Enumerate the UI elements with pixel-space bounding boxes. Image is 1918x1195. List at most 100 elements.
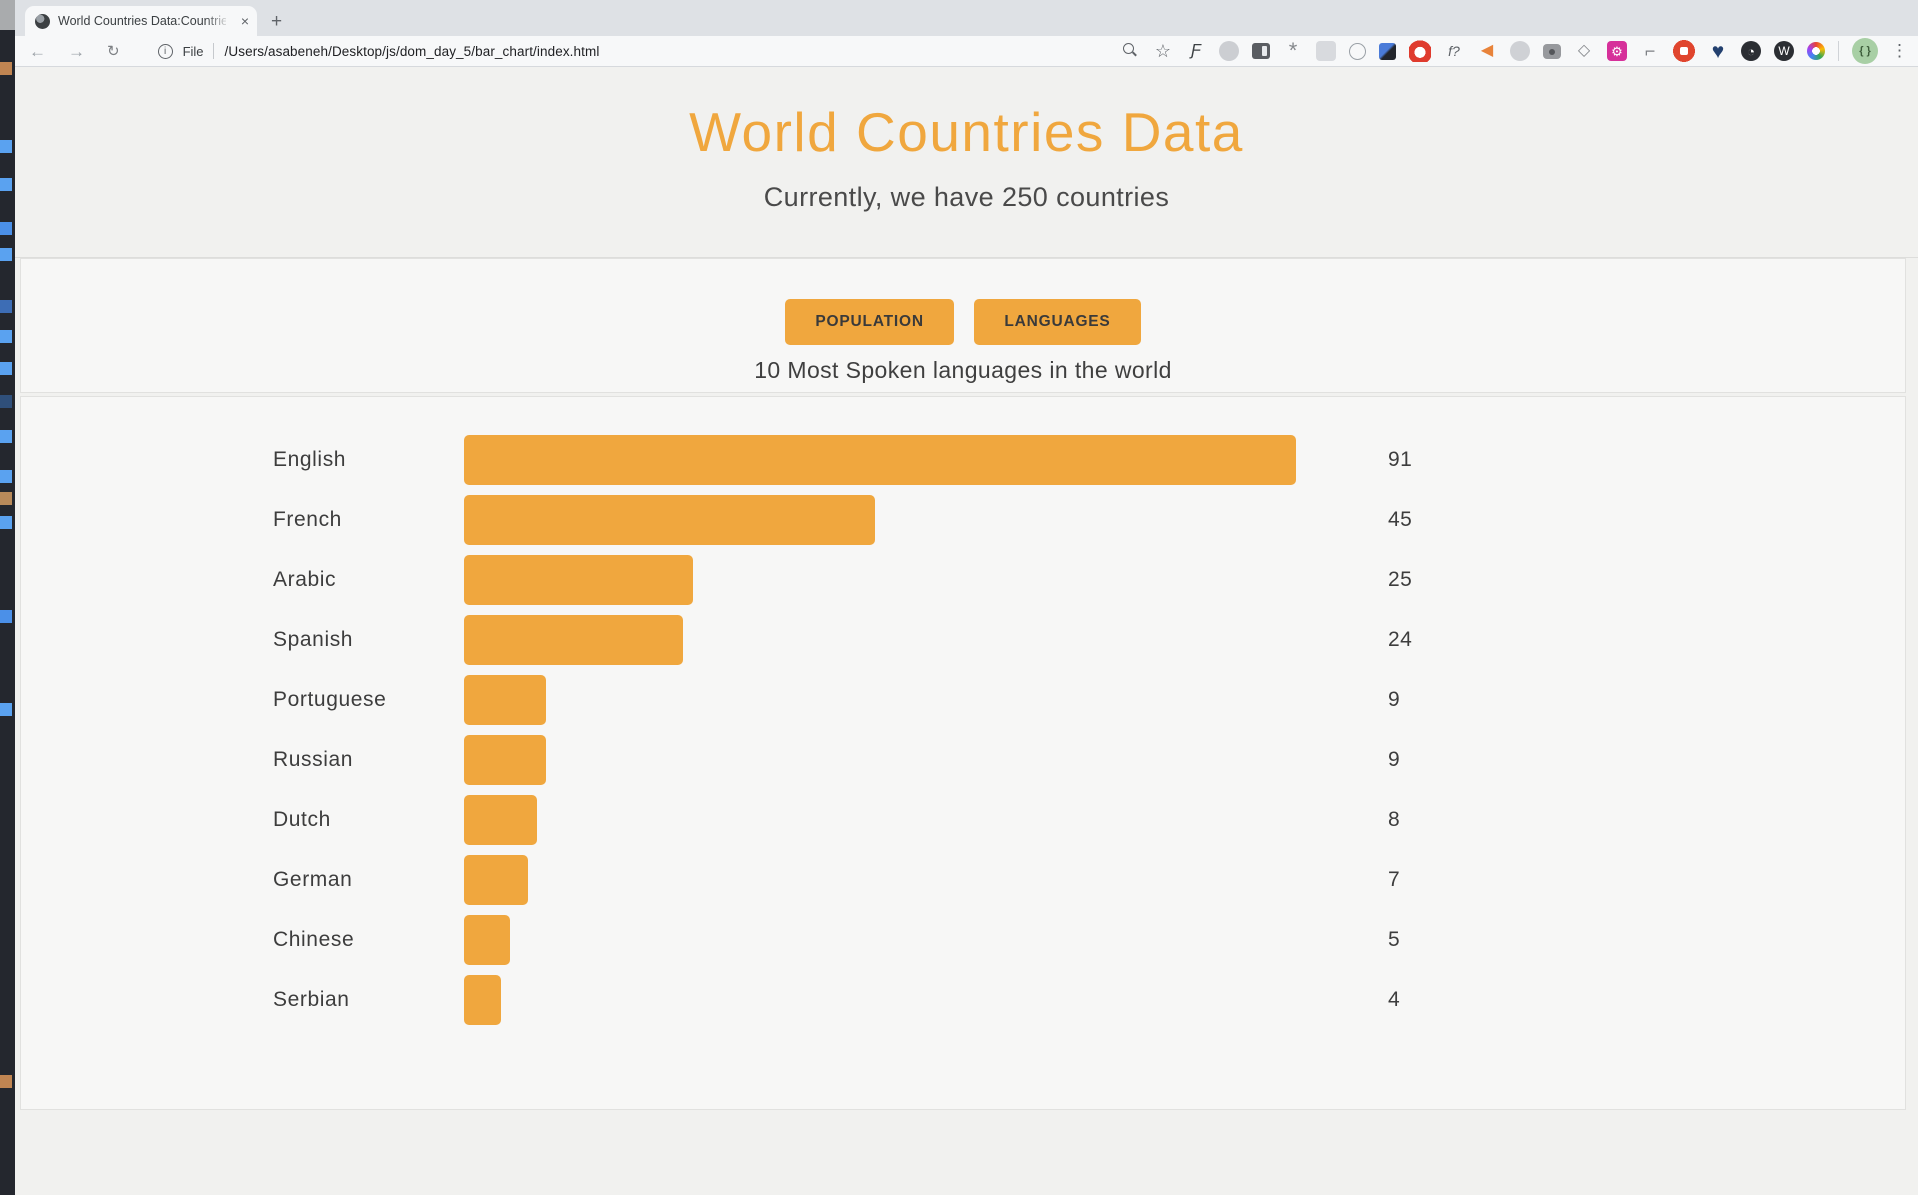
page-title: World Countries Data bbox=[689, 101, 1244, 163]
bar-label: Arabic bbox=[273, 568, 337, 591]
bar bbox=[464, 735, 547, 785]
sliver-block bbox=[0, 516, 12, 529]
bar-track bbox=[464, 855, 1296, 905]
ext-color-ring-icon[interactable] bbox=[1807, 42, 1825, 60]
ext-pipe-icon[interactable]: ⌐ bbox=[1644, 41, 1656, 61]
menu-kebab-icon[interactable]: ⋮ bbox=[1891, 41, 1908, 60]
bar-value: 91 bbox=[1388, 448, 1413, 471]
reload-icon[interactable]: ↻ bbox=[107, 42, 120, 60]
ext-cursive-f-icon[interactable]: Ƒ bbox=[1191, 42, 1201, 59]
bar-track bbox=[464, 435, 1296, 485]
chart-row: Chinese 5 bbox=[273, 915, 1905, 965]
bar bbox=[464, 555, 693, 605]
address-bar[interactable]: /Users/asabeneh/Desktop/js/dom_day_5/bar… bbox=[224, 43, 600, 59]
ext-pocket-icon[interactable] bbox=[1673, 40, 1695, 62]
controls-card: POPULATION LANGUAGES 10 Most Spoken lang… bbox=[20, 258, 1906, 393]
bar-track bbox=[464, 615, 1296, 665]
chart-row: Arabic 25 bbox=[273, 555, 1905, 605]
bar-track bbox=[464, 675, 1296, 725]
page-zoom-icon[interactable] bbox=[1120, 41, 1140, 61]
bar-value: 25 bbox=[1388, 568, 1413, 591]
ext-camera-icon[interactable] bbox=[1543, 43, 1561, 59]
bar bbox=[464, 855, 528, 905]
sliver-block bbox=[0, 430, 12, 443]
chart-row: Portuguese 9 bbox=[273, 675, 1905, 725]
bar-value: 7 bbox=[1388, 868, 1401, 891]
forward-icon[interactable]: → bbox=[68, 41, 85, 61]
profile-avatar[interactable]: { } bbox=[1852, 38, 1878, 64]
chart-row: English 91 bbox=[273, 435, 1905, 485]
ext-fq-icon[interactable]: f? bbox=[1448, 43, 1460, 59]
population-button[interactable]: POPULATION bbox=[785, 299, 954, 345]
sliver-block bbox=[0, 703, 12, 716]
ext-faded-circle-icon[interactable] bbox=[1219, 41, 1239, 61]
sliver-block bbox=[0, 140, 12, 153]
ext-w-circle-icon[interactable]: W bbox=[1774, 41, 1794, 61]
bar-label: Serbian bbox=[273, 988, 350, 1011]
bar-track bbox=[464, 915, 1296, 965]
bar-label: Spanish bbox=[273, 628, 354, 651]
background-window-sliver bbox=[0, 0, 15, 1195]
bookmark-star-icon[interactable]: ☆ bbox=[1154, 41, 1172, 61]
bar-value: 5 bbox=[1388, 928, 1401, 951]
bar-label: French bbox=[273, 508, 342, 531]
chart-row: Spanish 24 bbox=[273, 615, 1905, 665]
bar-chart: English 91 French 45 Arabic 25 Spanish 24 Portug… bbox=[273, 435, 1905, 1025]
page-subtitle: Currently, we have 250 countries bbox=[763, 182, 1170, 212]
bar bbox=[464, 975, 501, 1025]
sliver-block bbox=[0, 330, 12, 343]
bar-value: 8 bbox=[1388, 808, 1401, 831]
bar-label: German bbox=[273, 868, 353, 891]
bar-value: 9 bbox=[1388, 748, 1401, 771]
bar bbox=[464, 675, 547, 725]
new-tab-icon[interactable]: + bbox=[271, 11, 283, 32]
bar-track bbox=[464, 735, 1296, 785]
site-info-icon[interactable]: i bbox=[157, 43, 173, 59]
ext-megaphone-icon[interactable]: ◀ bbox=[1480, 42, 1494, 59]
bar-label: Chinese bbox=[273, 928, 355, 951]
profile-area: { } ⋮ bbox=[1838, 38, 1908, 64]
ext-sidebar-icon[interactable] bbox=[1252, 43, 1270, 59]
bar-value: 45 bbox=[1388, 508, 1413, 531]
chart-row: Russian 9 bbox=[273, 735, 1905, 785]
page-viewport: World Countries Data Currently, we have … bbox=[15, 68, 1918, 1195]
close-tab-icon[interactable]: × bbox=[240, 13, 249, 29]
browser-tab[interactable]: World Countries Data:Countrie × bbox=[25, 6, 257, 36]
languages-button[interactable]: LANGUAGES bbox=[974, 299, 1141, 345]
ext-dots-circle-icon[interactable] bbox=[1349, 42, 1366, 60]
chart-heading: 10 Most Spoken languages in the world bbox=[754, 357, 1172, 383]
ext-clock-circle-icon[interactable]: ◔ bbox=[1741, 41, 1761, 61]
ext-gear-square-icon[interactable]: ⚙ bbox=[1607, 41, 1627, 61]
url-divider bbox=[212, 43, 214, 59]
ext-stop-hand-icon[interactable] bbox=[1409, 40, 1431, 62]
sliver-block bbox=[0, 300, 12, 313]
chart-row: French 45 bbox=[273, 495, 1905, 545]
bar-label: English bbox=[273, 448, 347, 471]
bar-track bbox=[464, 975, 1296, 1025]
extension-icons: ☆ Ƒ * f? ◀ ◇ ⚙ ⌐ ♥ ◔ W bbox=[1120, 40, 1825, 62]
browser-chrome: World Countries Data:Countrie × + ← → ↻ … bbox=[15, 0, 1918, 67]
bar bbox=[464, 915, 510, 965]
globe-favicon-icon bbox=[35, 13, 50, 29]
bar-value: 9 bbox=[1388, 688, 1401, 711]
ext-faded-circle2-icon[interactable] bbox=[1510, 41, 1530, 61]
sliver-block bbox=[0, 248, 12, 261]
chart-row: Dutch 8 bbox=[273, 795, 1905, 845]
ext-faded-square-icon[interactable] bbox=[1316, 41, 1336, 61]
sliver-block bbox=[0, 610, 12, 623]
bar-value: 24 bbox=[1388, 628, 1413, 651]
bar bbox=[464, 435, 1296, 485]
toolbar-divider bbox=[1838, 41, 1839, 61]
ext-diamond-icon[interactable]: ◇ bbox=[1577, 42, 1591, 59]
chart-row: German 7 bbox=[273, 855, 1905, 905]
ext-bug-icon[interactable]: * bbox=[1288, 38, 1298, 63]
sliver-block bbox=[0, 62, 12, 75]
sliver-block bbox=[0, 1075, 12, 1088]
ext-eyedropper-icon[interactable] bbox=[1379, 42, 1396, 60]
bar-value: 4 bbox=[1388, 988, 1401, 1011]
chart-card: English 91 French 45 Arabic 25 Spanish 24 Portug… bbox=[20, 396, 1906, 1110]
tab-strip: World Countries Data:Countrie × + bbox=[15, 0, 1918, 36]
back-icon[interactable]: ← bbox=[29, 41, 46, 61]
ext-heart-search-icon[interactable]: ♥ bbox=[1711, 39, 1725, 63]
bar-track bbox=[464, 795, 1296, 845]
